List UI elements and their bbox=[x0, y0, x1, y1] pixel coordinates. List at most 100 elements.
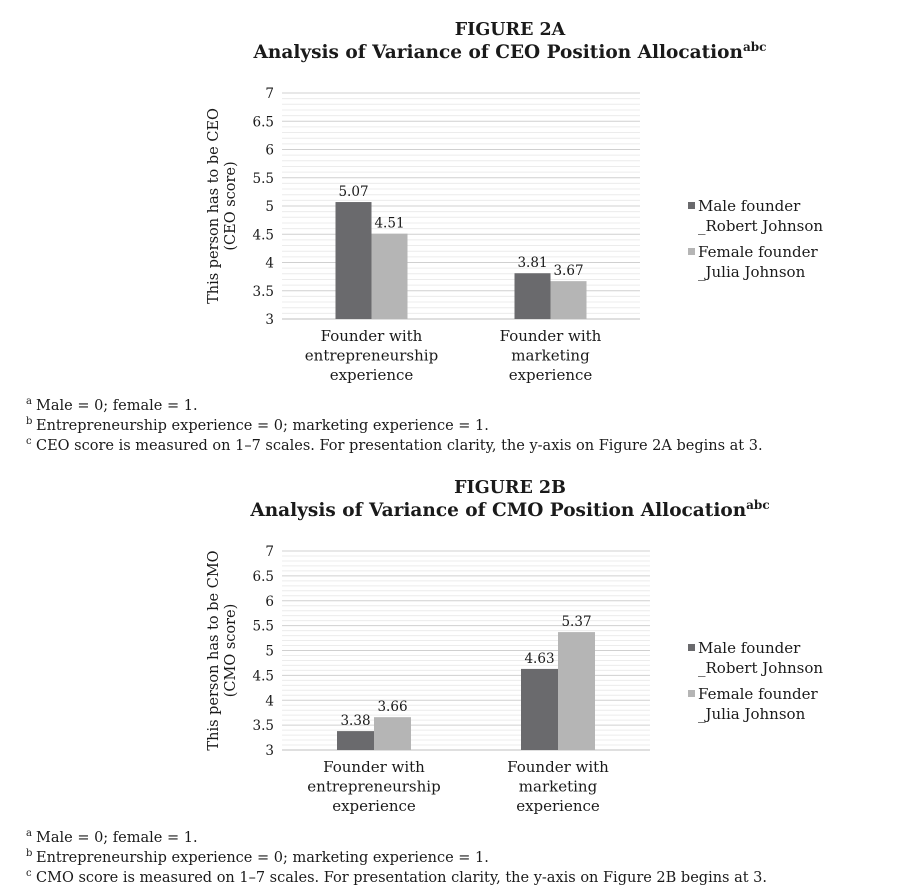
bar bbox=[335, 202, 372, 319]
x-category-label: experience bbox=[516, 797, 600, 815]
figure-title-text: Analysis of Variance of CMO Position All… bbox=[250, 500, 747, 521]
legend-label: Female founder bbox=[698, 685, 818, 703]
figure-label: FIGURE 2A bbox=[454, 20, 566, 40]
note-c: c CMO score is measured on 1–7 scales. Fo… bbox=[26, 868, 767, 888]
legend-swatch-female bbox=[688, 248, 695, 255]
y-axis-title-line: This person has to be CEO bbox=[206, 108, 222, 304]
y-tick-label: 4 bbox=[265, 693, 274, 709]
data-label: 3.67 bbox=[553, 263, 583, 279]
note-a: a Male = 0; female = 1. bbox=[26, 396, 763, 416]
legend-label: _Julia Johnson bbox=[698, 263, 806, 281]
chart-legend: Male founder _Robert Johnson Female foun… bbox=[688, 638, 823, 730]
y-tick-label: 6.5 bbox=[253, 569, 274, 585]
figure-title-superscript: abc bbox=[746, 497, 770, 512]
y-tick-label: 5.5 bbox=[253, 171, 274, 187]
legend-swatch-male bbox=[688, 644, 695, 651]
note-mark: a bbox=[26, 828, 32, 839]
y-tick-label: 6 bbox=[265, 143, 274, 159]
y-tick-label: 5 bbox=[265, 199, 274, 215]
y-tick-label: 7 bbox=[265, 544, 274, 560]
figure-2a: FIGURE 2A Analysis of Variance of CEO Po… bbox=[0, 20, 915, 456]
note-text: CEO score is measured on 1–7 scales. For… bbox=[36, 438, 763, 454]
x-category-label: Founder with bbox=[507, 758, 609, 776]
y-tick-label: 4.5 bbox=[253, 668, 274, 684]
y-tick-label: 6 bbox=[265, 594, 274, 610]
y-axis-title: This person has to be CMO(CMO score) bbox=[206, 550, 239, 750]
data-label: 5.07 bbox=[338, 184, 368, 200]
x-category-label: entrepreneurship bbox=[305, 347, 438, 365]
data-label: 3.81 bbox=[517, 255, 547, 271]
figure-2b: FIGURE 2B Analysis of Variance of CMO Po… bbox=[0, 458, 915, 892]
figure-title: Analysis of Variance of CMO Position All… bbox=[0, 497, 915, 521]
y-tick-label: 3 bbox=[265, 743, 274, 759]
figure-title-superscript: abc bbox=[742, 39, 767, 54]
bar bbox=[371, 233, 408, 319]
y-axis-title-line: This person has to be CMO bbox=[206, 550, 222, 750]
y-tick-label: 3 bbox=[265, 312, 274, 328]
legend-item-male: Male founder _Robert Johnson bbox=[688, 196, 823, 236]
note-text: CMO score is measured on 1–7 scales. For… bbox=[36, 870, 768, 886]
y-tick-label: 7 bbox=[265, 86, 274, 102]
figure-notes: a Male = 0; female = 1. b Entrepreneurship… bbox=[26, 396, 763, 456]
data-label: 3.66 bbox=[377, 699, 407, 715]
y-tick-label: 6.5 bbox=[253, 114, 274, 130]
note-c: c CEO score is measured on 1–7 scales. Fo… bbox=[26, 436, 763, 456]
bar bbox=[521, 668, 558, 750]
x-category-label: experience bbox=[509, 366, 593, 384]
bar bbox=[374, 717, 411, 750]
bar-chart-cmo: 3 3.5 4 4.5 5 5.5 6 6.5 7 This person has to be C… bbox=[206, 544, 650, 815]
note-text: Male = 0; female = 1. bbox=[36, 398, 198, 414]
y-axis-title: This person has to be CEO(CEO score) bbox=[206, 108, 239, 304]
note-mark: b bbox=[26, 848, 33, 859]
note-mark: b bbox=[26, 416, 33, 427]
note-mark: c bbox=[26, 868, 32, 879]
data-label: 4.51 bbox=[374, 216, 404, 232]
note-b: b Entrepreneurship experience = 0; market… bbox=[26, 848, 767, 868]
y-tick-label: 3.5 bbox=[253, 284, 274, 300]
bar bbox=[337, 731, 374, 750]
x-category-label: marketing bbox=[519, 778, 598, 796]
y-axis-title-line: (CEO score) bbox=[223, 161, 239, 250]
legend-item-female: Female founder _Julia Johnson bbox=[688, 242, 823, 282]
y-tick-label: 3.5 bbox=[253, 718, 274, 734]
legend-swatch-male bbox=[688, 202, 695, 209]
bar bbox=[550, 281, 587, 319]
bar-chart-ceo: 3 3.5 4 4.5 5 5.5 6 6.5 7 This person has to be C… bbox=[206, 86, 640, 384]
note-text: Entrepreneurship experience = 0; marketi… bbox=[36, 418, 489, 434]
x-category-label: entrepreneurship bbox=[307, 778, 440, 796]
note-mark: c bbox=[26, 436, 32, 447]
legend-label: Female founder bbox=[698, 243, 818, 261]
figure-title: Analysis of Variance of CEO Position All… bbox=[0, 39, 915, 63]
note-b: b Entrepreneurship experience = 0; market… bbox=[26, 416, 763, 436]
note-mark: a bbox=[26, 396, 32, 407]
note-text: Male = 0; female = 1. bbox=[36, 830, 198, 846]
figure-title-text: Analysis of Variance of CEO Position All… bbox=[253, 42, 743, 63]
figure-label: FIGURE 2B bbox=[454, 478, 566, 498]
x-category-label: experience bbox=[330, 366, 414, 384]
x-category-label: marketing bbox=[511, 347, 590, 365]
chart-legend: Male founder _Robert Johnson Female foun… bbox=[688, 196, 823, 288]
x-category-label: Founder with bbox=[321, 327, 423, 345]
y-tick-label: 5.5 bbox=[253, 619, 274, 635]
x-category-label: Founder with bbox=[323, 758, 425, 776]
figure-notes: a Male = 0; female = 1. b Entrepreneurship… bbox=[26, 828, 767, 888]
legend-swatch-female bbox=[688, 690, 695, 697]
legend-label: Male founder bbox=[698, 197, 801, 215]
x-category-label: Founder with bbox=[500, 327, 602, 345]
legend-label: _Robert Johnson bbox=[698, 659, 824, 677]
legend-item-female: Female founder _Julia Johnson bbox=[688, 684, 823, 724]
data-label: 3.38 bbox=[340, 713, 370, 729]
legend-label: _Julia Johnson bbox=[698, 705, 806, 723]
bar bbox=[558, 632, 595, 750]
legend-label: Male founder bbox=[698, 639, 801, 657]
data-label: 5.37 bbox=[561, 614, 591, 630]
legend-item-male: Male founder _Robert Johnson bbox=[688, 638, 823, 678]
y-tick-label: 4 bbox=[265, 256, 274, 272]
note-text: Entrepreneurship experience = 0; marketi… bbox=[36, 850, 489, 866]
note-a: a Male = 0; female = 1. bbox=[26, 828, 767, 848]
legend-label: _Robert Johnson bbox=[698, 217, 824, 235]
bar bbox=[514, 273, 551, 319]
data-label: 4.63 bbox=[524, 651, 554, 667]
y-tick-label: 5 bbox=[265, 644, 274, 660]
y-tick-label: 4.5 bbox=[253, 227, 274, 243]
